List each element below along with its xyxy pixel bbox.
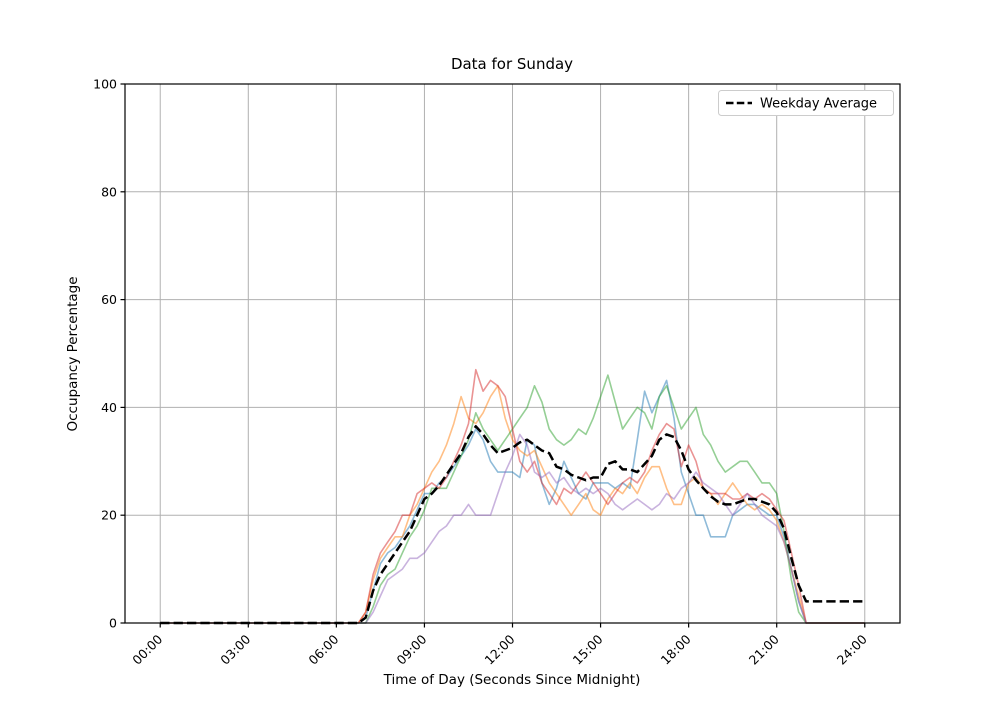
y-tick-label: 60 — [101, 292, 117, 307]
x-tick-label: 03:00 — [217, 631, 253, 667]
x-tick-label: 15:00 — [570, 631, 606, 667]
x-tick-label: 24:00 — [834, 631, 870, 667]
y-tick-label: 20 — [101, 508, 117, 523]
legend-box — [718, 90, 894, 116]
x-tick-label: 09:00 — [393, 631, 429, 667]
y-axis-label: Occupancy Percentage — [65, 276, 81, 431]
x-tick-label: 12:00 — [482, 631, 518, 667]
grid-layer — [125, 83, 900, 624]
chart-title: Data for Sunday — [451, 55, 573, 73]
y-tick-label: 100 — [93, 77, 117, 92]
y-tick-label: 0 — [109, 616, 117, 631]
x-tick-label: 21:00 — [746, 631, 782, 667]
x-tick-label: 06:00 — [305, 631, 341, 667]
y-tick-label: 80 — [101, 184, 117, 199]
legend-entry-label: Weekday Average — [760, 97, 877, 112]
legend: Weekday Average — [718, 90, 894, 116]
y-tick-label: 40 — [101, 400, 117, 415]
x-tick-label: 00:00 — [129, 631, 165, 667]
x-axis-label: Time of Day (Seconds Since Midnight) — [383, 672, 641, 688]
tick-layer: 00:00 03:00 06:00 09:00 12:00 15:00 18:00 21:00… — [93, 77, 870, 668]
x-tick-label: 18:00 — [658, 631, 694, 667]
